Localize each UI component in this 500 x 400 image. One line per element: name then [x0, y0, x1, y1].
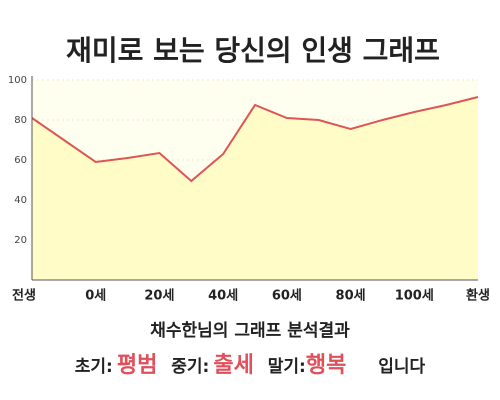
area [32, 97, 478, 280]
result-heading: 채수한님의 그래프 분석결과 [150, 321, 350, 341]
chart-title: 재미로 보는 당신의 인생 그래프 [66, 34, 440, 67]
x-tick-label: 100세 [395, 289, 434, 304]
result-closing: 입니다 [378, 357, 426, 377]
stage-label: 중기: [171, 357, 210, 377]
stage-label: 말기: [267, 357, 306, 377]
x-tick-label: 60세 [272, 289, 302, 304]
result-line: 초기: 평범 중기: 출세 말기:행복 입니다 [0, 347, 500, 379]
y-tick-label: 80 [14, 115, 27, 126]
line [31, 96, 479, 183]
x-tick-label: 환생 [466, 288, 490, 304]
chart: 재미로 보는 당신의 인생 그래프 20 40 60 80 100 전생 0세 20세 40세 6… [8, 34, 490, 304]
result: 채수한님의 그래프 분석결과 초기: 평범 중기: 출세 말기:행복 입니다 [0, 316, 500, 379]
x-tick-label: 80세 [336, 289, 366, 304]
x-tick-label: 0세 [85, 289, 106, 304]
y-tick-label: 100 [8, 75, 27, 86]
stage-value: 평범 [116, 353, 158, 378]
stage-value: 출세 [213, 353, 254, 378]
stage-value: 행복 [305, 353, 347, 378]
x-tick-label: 40세 [208, 289, 238, 304]
y-tick-label: 20 [14, 235, 27, 246]
x-tick-label: 전생 [12, 288, 36, 304]
stage-label: 초기: [74, 357, 113, 377]
y-tick-label: 60 [14, 155, 27, 166]
y-tick-label: 40 [14, 195, 27, 206]
x-tick-label: 20세 [144, 289, 174, 304]
